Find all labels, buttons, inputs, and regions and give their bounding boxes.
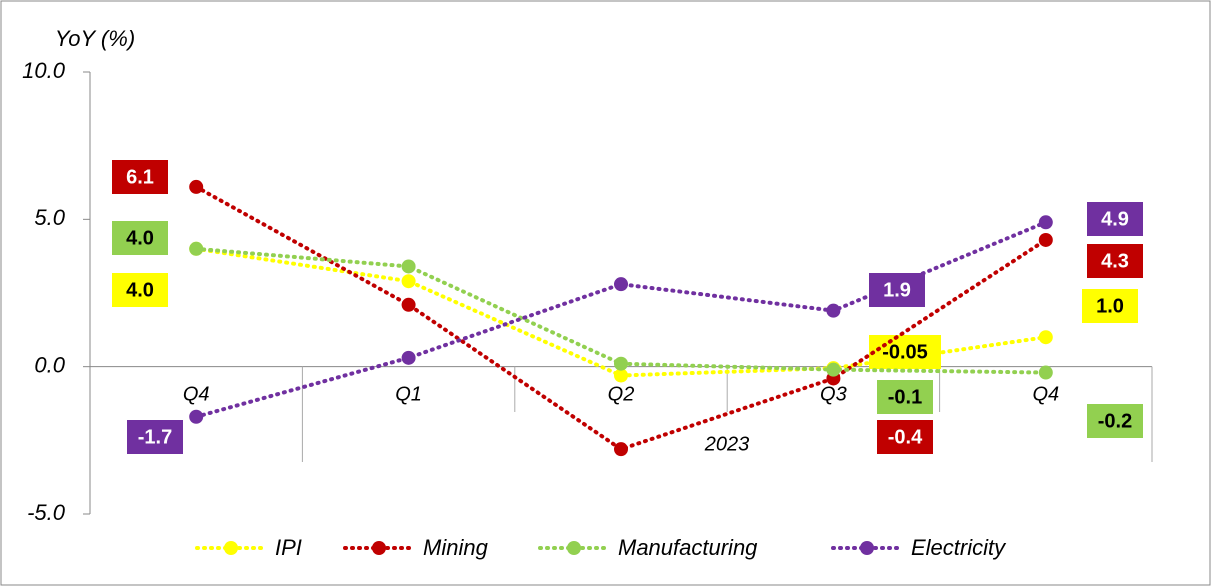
data-label-box — [112, 221, 168, 255]
legend-marker — [372, 541, 386, 555]
data-label: -0.1 — [888, 386, 922, 408]
data-label: -1.7 — [138, 426, 172, 448]
legend-label: IPI — [275, 535, 302, 560]
data-label-box — [1087, 404, 1143, 438]
y-tick-label: 5.0 — [34, 205, 65, 230]
data-point — [1038, 365, 1053, 380]
data-label: 4.0 — [126, 279, 154, 301]
data-point — [189, 409, 204, 424]
data-point — [826, 362, 841, 377]
data-point — [1038, 215, 1053, 230]
y-tick-label: 10.0 — [22, 58, 66, 83]
data-label-box — [1087, 244, 1143, 278]
x-tick-label: Q1 — [395, 383, 422, 405]
data-label-box — [877, 380, 933, 414]
data-point — [614, 368, 628, 383]
legend-marker — [567, 541, 581, 555]
y-tick-label: -5.0 — [27, 500, 66, 525]
data-point — [189, 241, 204, 256]
x-group-label: 2023 — [704, 433, 750, 455]
data-label: 4.3 — [1101, 250, 1129, 272]
data-label: -0.05 — [882, 341, 928, 363]
data-label: -0.4 — [888, 426, 923, 448]
legend-label: Manufacturing — [618, 535, 758, 560]
data-label-box — [1082, 289, 1138, 323]
data-point — [1038, 330, 1053, 345]
data-point — [614, 356, 628, 371]
data-label: 4.0 — [126, 227, 154, 249]
data-point — [401, 274, 416, 289]
data-point — [401, 259, 416, 274]
data-label-box — [127, 420, 183, 454]
data-label-box — [112, 273, 168, 307]
data-label: 4.9 — [1101, 208, 1129, 230]
x-tick-label: Q2 — [608, 383, 635, 405]
data-label-box — [1087, 202, 1143, 236]
legend-label: Electricity — [911, 535, 1007, 560]
y-axis-title: YoY (%) — [55, 26, 135, 51]
legend-marker — [860, 541, 874, 555]
data-label: -0.2 — [1098, 410, 1132, 432]
x-tick-label: Q4 — [183, 383, 210, 405]
data-point — [401, 297, 416, 312]
data-label-box — [869, 335, 941, 369]
x-tick-label: Q3 — [820, 383, 847, 405]
x-tick-label: Q4 — [1032, 383, 1059, 405]
data-label: 6.1 — [126, 166, 154, 188]
legend-label: Mining — [423, 535, 489, 560]
data-point — [614, 277, 628, 292]
legend-marker — [224, 541, 238, 555]
data-label-box — [112, 160, 168, 194]
data-point — [189, 179, 204, 194]
data-point — [614, 442, 628, 457]
data-label: 1.9 — [883, 279, 911, 301]
y-tick-label: 0.0 — [34, 352, 65, 377]
data-label: 1.0 — [1096, 295, 1124, 317]
data-point — [826, 303, 841, 318]
data-label-box — [869, 273, 925, 307]
data-label-box — [877, 420, 933, 454]
data-point — [1038, 232, 1053, 247]
data-point — [401, 350, 416, 365]
